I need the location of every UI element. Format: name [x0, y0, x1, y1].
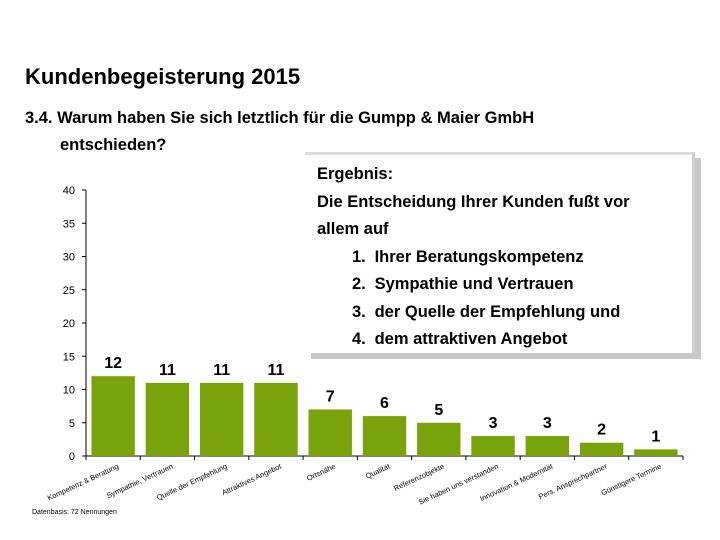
result-item: 1. Ihrer Beratungskompetenz [317, 244, 684, 272]
question-line-2: entschieden? [60, 136, 167, 154]
bar [199, 382, 244, 456]
result-text-line-2: allem auf [317, 220, 389, 238]
bar [308, 409, 352, 456]
bar-value-label: 11 [213, 362, 230, 379]
result-item: 4. dem attraktiven Angebot [317, 326, 684, 354]
result-item-number: 3. [352, 302, 366, 321]
bar [634, 449, 678, 456]
bar [145, 382, 190, 456]
bar-value-label: 3 [543, 415, 552, 432]
y-tick-label: 25 [63, 285, 75, 297]
bar [91, 376, 135, 456]
bar-value-label: 11 [267, 362, 284, 379]
x-tick-label: Günstigere Termine [600, 462, 663, 498]
y-tick-label: 10 [63, 385, 75, 397]
y-tick-label: 5 [69, 418, 75, 430]
y-tick-label: 0 [69, 451, 75, 463]
bar [362, 416, 407, 456]
result-heading: Ergebnis: [317, 165, 394, 183]
y-tick-label: 30 [63, 252, 75, 264]
result-content: Ergebnis: Die Entscheidung Ihrer Kunden … [317, 161, 684, 354]
y-tick-label: 40 [63, 185, 75, 197]
bars: 12 11 11 11 7 6 5 3 3 2 1 [91, 355, 678, 456]
bar [525, 436, 570, 456]
question-text: 3.4. Warum haben Sie sich letztlich für … [25, 105, 625, 159]
result-item-label: Sympathie und Vertrauen [374, 275, 574, 293]
bar [471, 436, 515, 456]
bar [254, 382, 298, 456]
x-tick-label: Ortsnähe [305, 462, 337, 483]
result-item-label: dem attraktiven Angebot [374, 330, 568, 348]
result-item: 3. der Quelle der Empfehlung und [317, 299, 684, 327]
result-item-number: 4. [352, 330, 366, 348]
result-list: 1. Ihrer Beratungskompetenz 2. Sympathie… [317, 244, 684, 354]
bar-value-label: 7 [326, 388, 335, 405]
bar [579, 442, 624, 456]
bar-value-label: 3 [489, 415, 498, 432]
result-text-line-1: Die Entscheidung Ihrer Kunden fußt vor [317, 192, 630, 211]
result-item-label: Ihrer Beratungskompetenz [374, 247, 584, 266]
question-line-1: 3.4. Warum haben Sie sich letztlich für … [25, 109, 535, 127]
page-title: Kundenbegeisterung 2015 [25, 64, 301, 89]
bar-value-label: 5 [434, 402, 443, 419]
bar [417, 422, 461, 456]
result-box: Ergebnis: Die Entscheidung Ihrer Kunden … [305, 152, 695, 353]
y-tick-label: 35 [63, 218, 75, 230]
result-item-number: 2. [352, 275, 366, 293]
bar-value-label: 11 [159, 362, 176, 379]
footnote: Datenbasis: 72 Nennungen [32, 509, 117, 516]
bar-value-label: 2 [597, 422, 606, 439]
y-tick-label: 15 [63, 351, 75, 363]
result-item-number: 1. [352, 247, 366, 266]
bar-value-label: 6 [380, 395, 389, 412]
x-tick-label: Attraktives Angebot [220, 461, 283, 497]
result-item-label: der Quelle der Empfehlung und [374, 302, 621, 321]
x-tick-label: Qualität [364, 461, 392, 480]
result-item: 2. Sympathie und Vertrauen [317, 271, 684, 299]
y-tick-label: 20 [63, 318, 75, 330]
bar-value-label: 1 [651, 428, 660, 445]
bar-value-label: 12 [104, 355, 122, 372]
